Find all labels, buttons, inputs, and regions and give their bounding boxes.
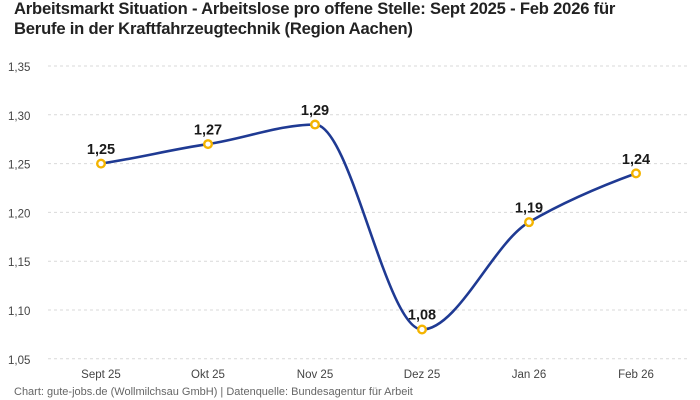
svg-text:Jan 26: Jan 26	[512, 369, 547, 381]
svg-text:Sept 25: Sept 25	[81, 369, 121, 381]
svg-text:1,30: 1,30	[8, 111, 30, 123]
svg-text:1,27: 1,27	[194, 123, 222, 139]
svg-text:1,25: 1,25	[87, 142, 115, 158]
svg-text:1,20: 1,20	[8, 208, 30, 220]
svg-text:Dez 25: Dez 25	[404, 369, 440, 381]
svg-text:1,19: 1,19	[515, 201, 543, 217]
svg-text:1,05: 1,05	[8, 355, 30, 367]
svg-text:Feb 26: Feb 26	[618, 369, 654, 381]
svg-text:1,29: 1,29	[301, 103, 329, 119]
svg-text:1,35: 1,35	[8, 62, 30, 74]
svg-text:1,10: 1,10	[8, 306, 30, 318]
svg-text:1,08: 1,08	[408, 308, 436, 324]
svg-text:Nov 25: Nov 25	[297, 369, 333, 381]
svg-text:1,15: 1,15	[8, 257, 30, 269]
svg-text:1,25: 1,25	[8, 160, 30, 172]
svg-text:Okt 25: Okt 25	[191, 369, 225, 381]
svg-text:1,24: 1,24	[622, 152, 650, 168]
